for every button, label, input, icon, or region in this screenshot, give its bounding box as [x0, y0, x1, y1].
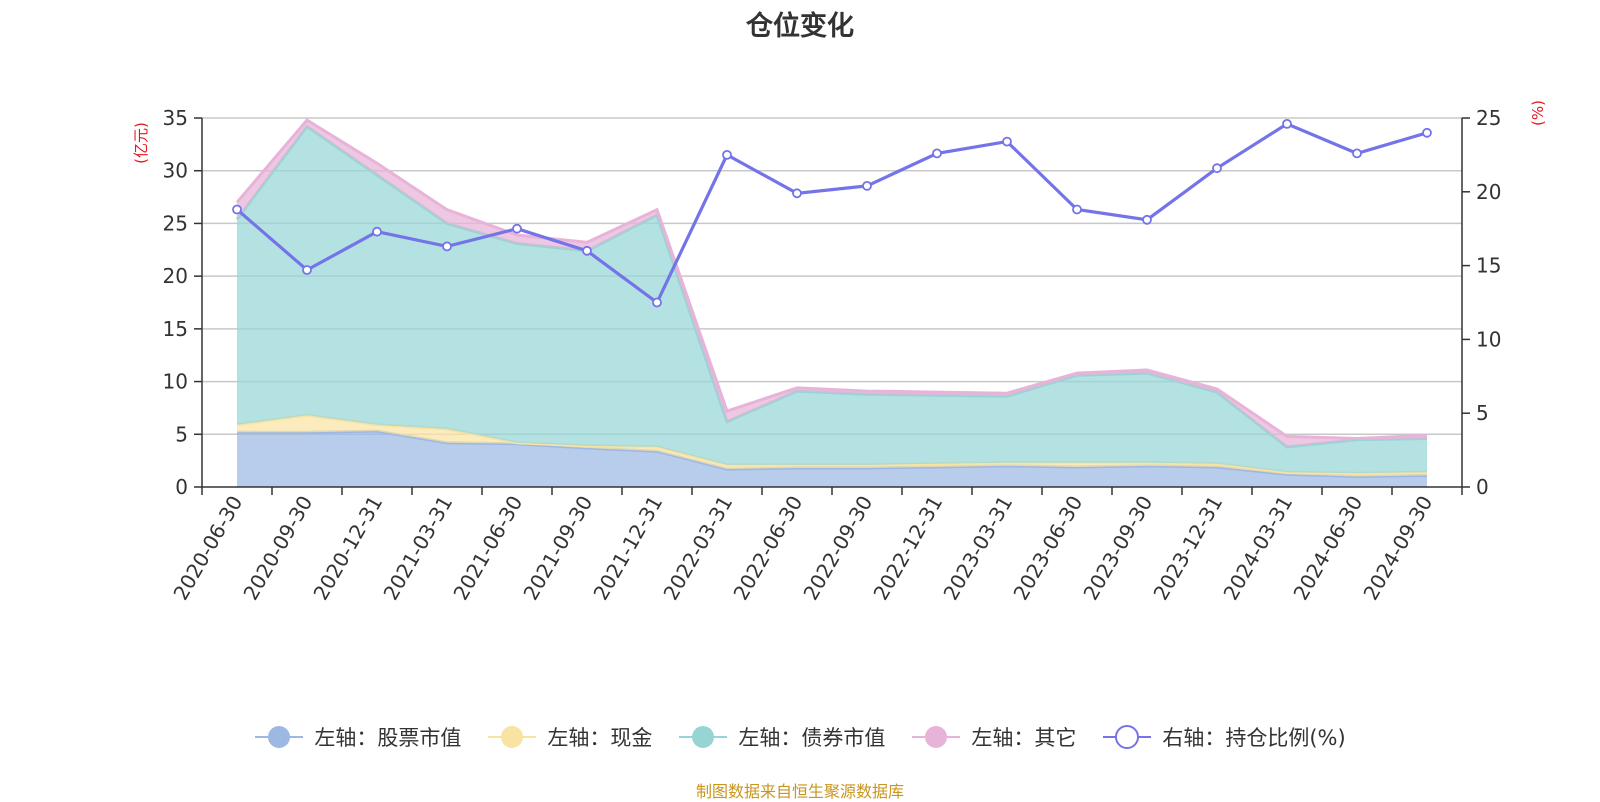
legend-marker-icon — [912, 726, 961, 748]
x-tick-label: 2022-03-31 — [658, 492, 737, 605]
left-tick-label: 30 — [163, 159, 188, 183]
x-tick-label: 2023-12-31 — [1148, 492, 1227, 605]
legend-item[interactable]: 左轴：股票市值 — [254, 722, 461, 752]
ratio-point — [442, 241, 452, 252]
ratio-point — [1212, 163, 1222, 174]
x-tick-label: 2024-09-30 — [1358, 492, 1437, 605]
source-note: 制图数据来自恒生聚源数据库 — [695, 782, 904, 801]
legend-marker-icon — [679, 726, 728, 748]
legend-marker-icon — [1103, 725, 1152, 749]
right-tick-label: 10 — [1476, 327, 1501, 351]
x-tick-label: 2021-12-31 — [588, 492, 667, 605]
x-tick-label: 2022-12-31 — [868, 492, 947, 605]
legend-item[interactable]: 左轴：现金 — [487, 722, 652, 752]
legend-label: 左轴：股票市值 — [314, 726, 462, 750]
ratio-point — [792, 188, 802, 199]
legend-marker-icon — [255, 726, 304, 748]
legend-marker-icon — [488, 726, 537, 748]
ratio-point — [932, 148, 942, 159]
ratio-point — [1282, 119, 1292, 129]
ratio-point — [372, 226, 382, 237]
x-tick-label: 2022-06-30 — [728, 492, 807, 605]
ratio-point — [302, 265, 312, 275]
ratio-line — [232, 119, 1432, 308]
x-tick-label: 2021-03-31 — [378, 492, 457, 605]
chart-canvas: 0 5 10 15 20 25 30 35 0 5 10 15 20 25 (亿元) (%) 2020-06-3… — [132, 100, 1547, 605]
ratio-point — [1072, 204, 1082, 215]
ratio-point — [1422, 127, 1432, 138]
x-tick-label: 2023-03-31 — [938, 492, 1017, 605]
ratio-point — [862, 180, 872, 191]
ratio-point — [512, 223, 522, 234]
ratio-point — [232, 204, 242, 215]
right-tick-label: 15 — [1476, 254, 1501, 278]
legend-item[interactable]: 左轴：其它 — [911, 722, 1076, 752]
ratio-point — [722, 149, 732, 160]
left-axis-unit: (亿元) — [132, 122, 150, 164]
ratio-point — [1002, 136, 1012, 147]
area-series-2 — [237, 126, 1427, 474]
x-tick-label: 2020-09-30 — [238, 492, 317, 605]
x-tick-label: 2020-12-31 — [308, 492, 387, 605]
x-tick-label: 2022-09-30 — [798, 492, 877, 605]
left-tick-label: 15 — [163, 317, 188, 341]
right-axis-unit: (%) — [1529, 100, 1547, 126]
ratio-line-path — [235, 122, 1428, 305]
legend: 左轴：股票市值 左轴：现金 左轴：债券市值 左轴：其它 右轴：持仓比例(%) — [0, 722, 1600, 752]
legend-item[interactable]: 右轴：持仓比例(%) — [1102, 722, 1346, 752]
legend-label: 右轴：持仓比例(%) — [1162, 726, 1346, 750]
left-tick-label: 0 — [175, 475, 188, 499]
x-tick-label: 2021-06-30 — [448, 492, 527, 605]
ratio-point — [652, 297, 662, 308]
legend-item[interactable]: 左轴：债券市值 — [678, 722, 885, 752]
ratio-point — [582, 245, 592, 256]
x-tick-label: 2021-09-30 — [518, 492, 597, 605]
legend-label: 左轴：现金 — [547, 726, 653, 750]
right-tick-label: 25 — [1476, 106, 1501, 130]
x-tick-label: 2023-06-30 — [1008, 492, 1087, 605]
legend-label: 左轴：其它 — [971, 726, 1077, 750]
x-tick-label: 2020-06-30 — [168, 492, 247, 605]
left-tick-label: 35 — [163, 106, 188, 130]
right-tick-label: 0 — [1476, 475, 1489, 499]
x-tick-label: 2023-09-30 — [1078, 492, 1157, 605]
ratio-point — [1352, 148, 1362, 159]
right-tick-label: 20 — [1476, 180, 1501, 204]
left-tick-label: 25 — [163, 211, 188, 235]
x-tick-label: 2024-06-30 — [1288, 492, 1367, 605]
left-tick-label: 10 — [163, 370, 188, 394]
stacked-areas — [235, 118, 1428, 487]
left-tick-label: 5 — [175, 422, 188, 446]
chart-title: 仓位变化 — [746, 11, 854, 42]
right-tick-label: 5 — [1476, 401, 1489, 425]
x-tick-label: 2024-03-31 — [1218, 492, 1297, 605]
ratio-point — [1142, 214, 1152, 225]
area-edge-3 — [235, 118, 1428, 441]
legend-label: 左轴：债券市值 — [738, 726, 886, 750]
left-tick-label: 20 — [163, 264, 188, 288]
area-series-3 — [237, 120, 1427, 447]
